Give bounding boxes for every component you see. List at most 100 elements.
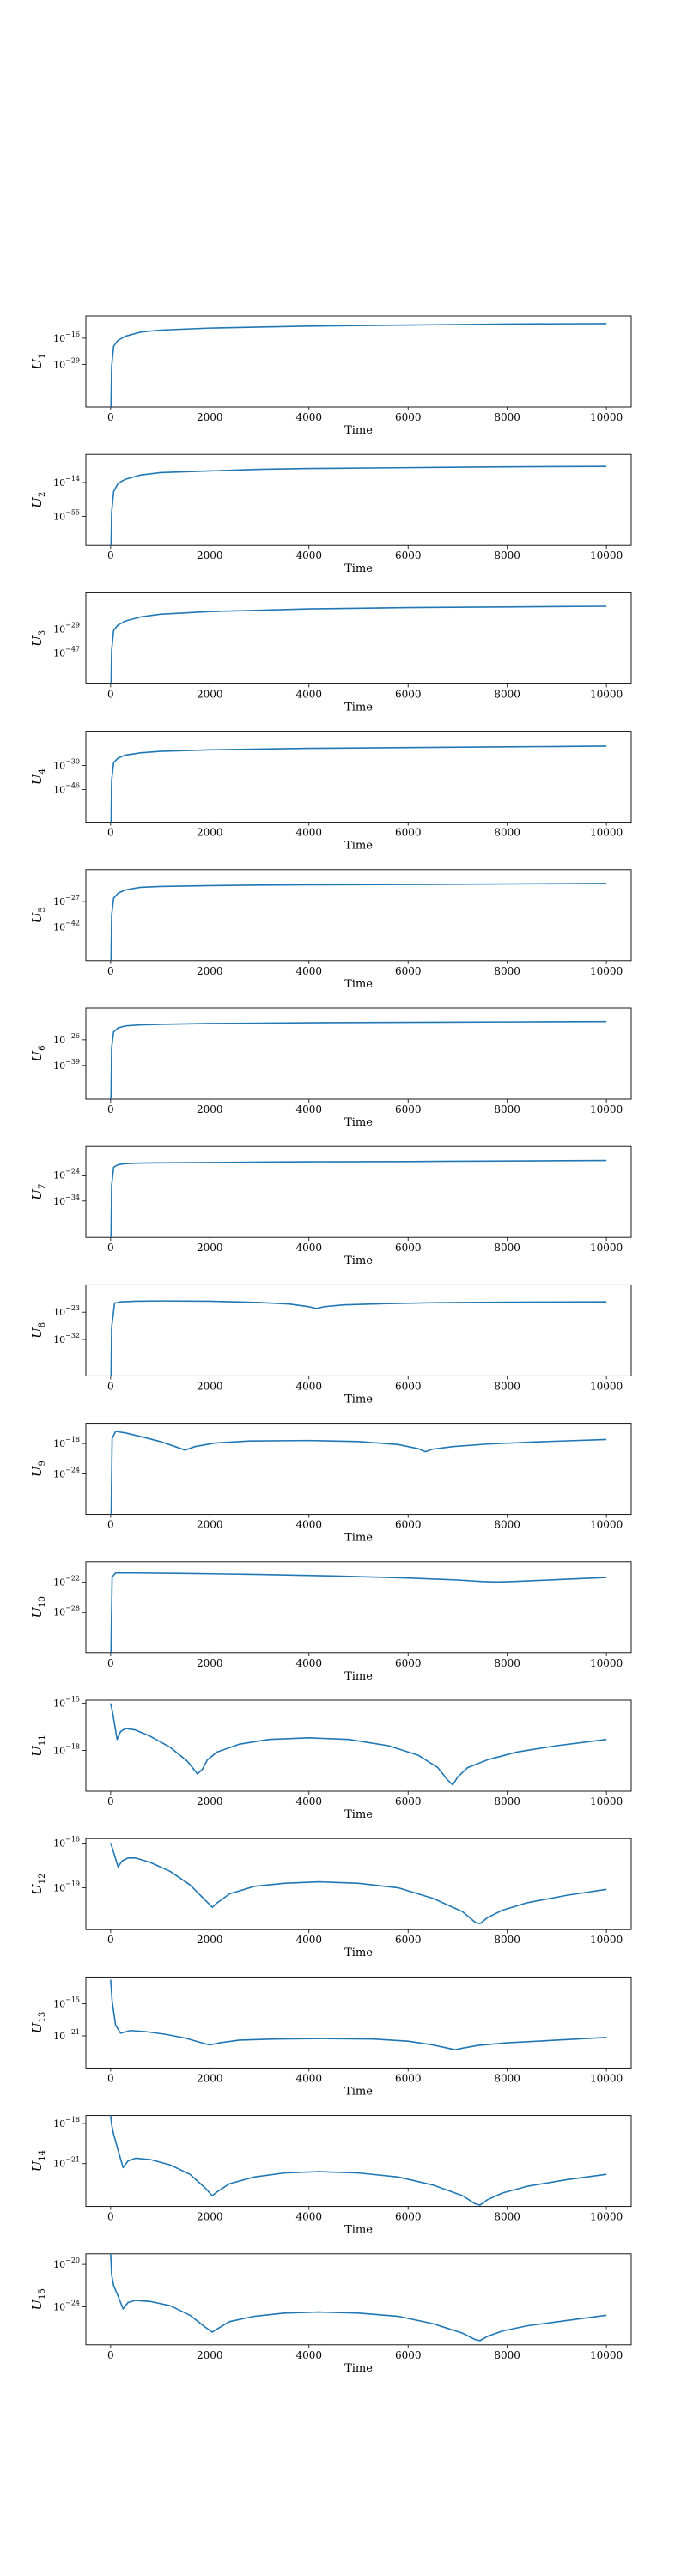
y-tick-base: 10 [53,623,65,635]
y-tick-base: 10 [53,1838,65,1849]
y-tick-label: 10−39 [53,1058,80,1072]
y-axis-label-subscript: 10 [38,1596,47,1607]
y-tick-label: 10−18 [53,1742,80,1756]
series-line [110,1979,607,2050]
x-tick-label: 0 [107,411,114,423]
axes-frame [85,1145,632,1238]
y-tick-label: 10−15 [53,1696,80,1710]
x-tick-label: 8000 [494,1519,520,1531]
y-axis-label-subscript: 4 [38,769,47,774]
y-tick-label: 10−55 [53,508,80,522]
x-tick-label: 8000 [494,965,520,977]
axes-frame [85,731,632,823]
axes-frame [85,1561,632,1654]
y-tick-base: 10 [53,648,65,659]
y-tick-label: 10−32 [53,1332,80,1346]
series-line [110,1843,607,1925]
y-tick-base: 10 [53,333,65,344]
y-axis-label: U12 [29,1874,47,1895]
x-tick-label: 0 [107,1934,114,1946]
x-tick-label: 0 [107,1795,114,1807]
x-tick-label: 2000 [197,1380,223,1392]
x-tick-label: 8000 [494,2349,520,2361]
y-tick-exponent: −29 [65,357,80,365]
x-tick-label: 10000 [590,1242,623,1254]
x-tick-label: 4000 [295,1242,322,1254]
x-tick-label: 6000 [395,550,422,562]
y-axis-label-subscript: 15 [38,2288,47,2300]
y-tick-label: 10−16 [53,1835,80,1849]
y-tick-label: 10−22 [53,1574,80,1588]
y-axis-label-subscript: 2 [38,492,47,497]
x-tick-label: 0 [107,550,114,562]
x-tick-label: 2000 [197,2349,223,2361]
axes-frame [85,1284,632,1376]
x-tick-label: 10000 [590,827,623,839]
x-tick-label: 6000 [395,2349,422,2361]
y-axis-label-base: U [29,1188,45,1200]
y-axis-label: U6 [29,1045,47,1061]
x-axis-label: Time [344,1255,373,1267]
y-axis-label-subscript: 9 [38,1461,47,1466]
x-axis-label: Time [344,562,373,575]
y-tick-exponent: −21 [65,2028,80,2036]
y-tick-base: 10 [53,2118,65,2129]
x-tick-label: 8000 [494,1934,520,1946]
y-tick-label: 10−46 [53,781,80,795]
x-tick-label: 10000 [590,411,623,423]
y-tick-base: 10 [53,511,65,522]
axes-frame [85,592,632,684]
x-axis-label: Time [344,2362,373,2375]
y-tick-exponent: −19 [65,1880,80,1888]
y-tick-base: 10 [53,1745,65,1756]
y-tick-base: 10 [53,1468,65,1479]
x-tick-label: 8000 [494,2211,520,2223]
y-axis-label: U8 [29,1322,47,1339]
y-tick-base: 10 [53,1698,65,1710]
y-tick-label: 10−27 [53,894,80,908]
x-tick-label: 8000 [494,1657,520,1669]
y-tick-base: 10 [53,2259,65,2270]
x-tick-label: 6000 [395,1242,422,1254]
y-tick-label: 10−24 [53,1168,80,1182]
x-tick-label: 8000 [494,1103,520,1115]
y-tick-base: 10 [53,1577,65,1588]
series-line [110,605,607,684]
y-tick-base: 10 [53,1334,65,1346]
y-tick-exponent: −16 [65,331,80,338]
y-tick-exponent: −18 [65,1742,80,1750]
axes-frame [85,1423,632,1516]
y-axis-label-base: U [29,911,45,923]
y-axis-label: U2 [29,492,47,508]
x-tick-label: 10000 [590,688,623,700]
x-tick-label: 4000 [295,827,322,839]
y-tick-exponent: −32 [65,1332,80,1340]
y-axis-label-base: U [29,1327,45,1339]
series-line [110,1020,607,1099]
y-axis-label-subscript: 13 [38,2012,47,2023]
y-tick-base: 10 [53,2301,65,2312]
y-tick-exponent: −21 [65,2156,80,2164]
x-tick-label: 4000 [295,1657,322,1669]
series-line [110,1300,607,1376]
y-tick-exponent: −27 [65,894,80,902]
y-axis-label-base: U [29,1050,45,1062]
x-tick-label: 2000 [197,1103,223,1115]
y-tick-exponent: −24 [65,2299,80,2306]
series-line [110,1431,607,1515]
y-tick-exponent: −30 [65,758,80,766]
x-tick-label: 2000 [197,550,223,562]
y-tick-label: 10−14 [53,475,80,489]
x-tick-label: 0 [107,965,114,977]
x-axis-label: Time [344,2085,373,2098]
axes-frame [85,315,632,408]
y-tick-label: 10−24 [53,1466,80,1479]
x-axis-label: Time [344,2224,373,2237]
y-tick-base: 10 [53,2031,65,2042]
x-axis-label: Time [344,701,373,714]
x-tick-label: 8000 [494,688,520,700]
